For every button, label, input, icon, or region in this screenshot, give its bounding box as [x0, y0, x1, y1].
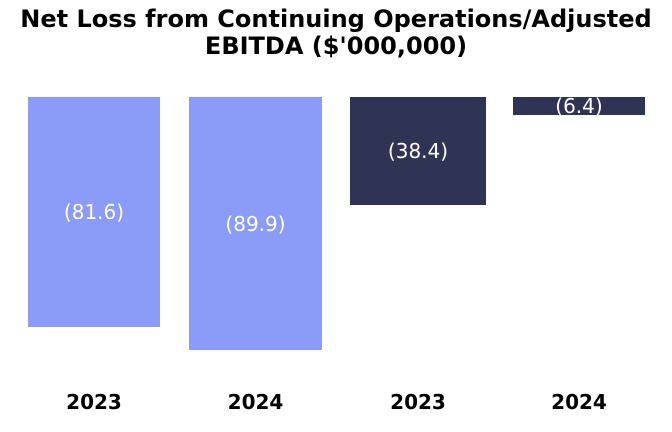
x-axis-label-2024-adjusted-ebitda: 2024: [551, 390, 607, 414]
chart-title: Net Loss from Continuing Operations/Adju…: [0, 6, 672, 60]
bar-value-label: (89.9): [225, 211, 286, 236]
chart-title-line-2: EBITDA ($'000,000): [204, 32, 468, 60]
x-axis-label-2023-net-loss: 2023: [66, 390, 122, 414]
bar-net-loss-2023: (81.6): [28, 97, 160, 327]
bar-net-loss-2024: (89.9): [189, 97, 322, 350]
chart-title-line-1: Net Loss from Continuing Operations/Adju…: [20, 5, 652, 33]
bar-value-label: (38.4): [387, 139, 449, 163]
bar-value-label: (81.6): [63, 200, 125, 224]
x-axis-label-2024-net-loss: 2024: [227, 390, 284, 414]
bar-adjusted-ebitda-2024: (6.4): [513, 94, 645, 118]
bar-value-label: (6.4): [555, 94, 603, 118]
x-axis-label-2023-adjusted-ebitda: 2023: [390, 390, 446, 414]
bar-adjusted-ebitda-2023: (38.4): [350, 97, 486, 205]
